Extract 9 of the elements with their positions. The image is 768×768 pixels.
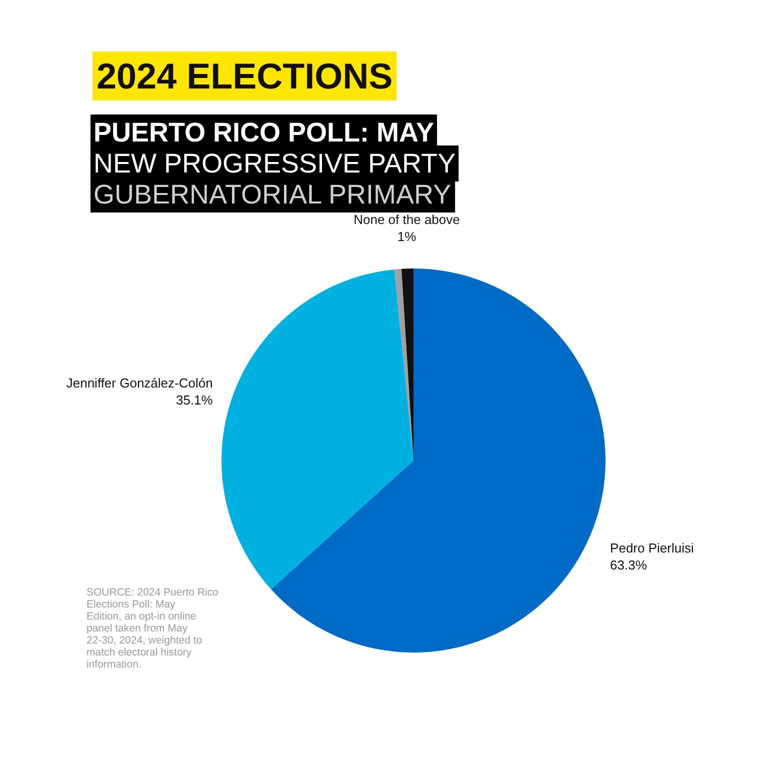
slice-label: Jenniffer González-Colón xyxy=(66,376,213,391)
chart-title: 2024 ELECTIONS xyxy=(96,56,393,96)
chart-subtitle: PUERTO RICO POLL: MAY NEW PROGRESSIVE PARTY GUBERNATORIAL PRIMARY xyxy=(94,118,456,210)
data-label: 35.1% xyxy=(176,392,214,408)
slice-label: None of the above xyxy=(354,212,460,228)
slice-label: Pedro Pierluisi xyxy=(610,540,694,556)
data-label: 63.3% xyxy=(610,557,648,572)
data-label: 1% xyxy=(397,229,417,244)
source-note: SOURCE: 2024 Puerto Rico Elections Poll: May Edition, an opt-in online panel taken from May 22-30, 2024, weighted to match electoral history information. xyxy=(86,586,219,670)
